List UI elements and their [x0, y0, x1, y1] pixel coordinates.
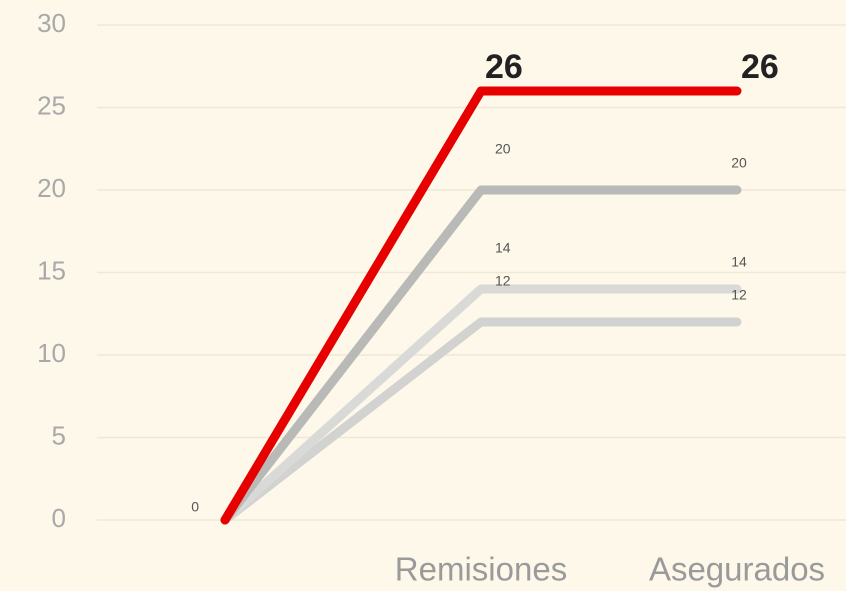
y-tick-label: 0	[52, 503, 66, 533]
data-label: 12	[731, 287, 747, 303]
series-line	[220, 185, 742, 525]
y-tick-label: 20	[37, 173, 66, 203]
x-tick-label: Remisiones	[395, 551, 567, 588]
series-line	[220, 86, 742, 525]
data-label: 26	[485, 48, 523, 86]
series-line	[220, 284, 742, 525]
y-tick-label: 25	[37, 90, 66, 120]
data-label: 20	[731, 155, 747, 171]
data-label: 14	[495, 240, 511, 256]
data-label: 20	[495, 141, 511, 157]
data-label: 14	[731, 254, 747, 270]
x-tick-label: Asegurados	[649, 551, 825, 588]
y-tick-label: 5	[52, 420, 66, 450]
data-label: 26	[741, 48, 779, 86]
y-tick-label: 10	[37, 338, 66, 368]
series-line	[220, 317, 742, 525]
data-label: 12	[495, 273, 511, 289]
data-label: 0	[191, 499, 199, 515]
y-tick-label: 15	[37, 255, 66, 285]
y-tick-label: 30	[37, 8, 66, 38]
